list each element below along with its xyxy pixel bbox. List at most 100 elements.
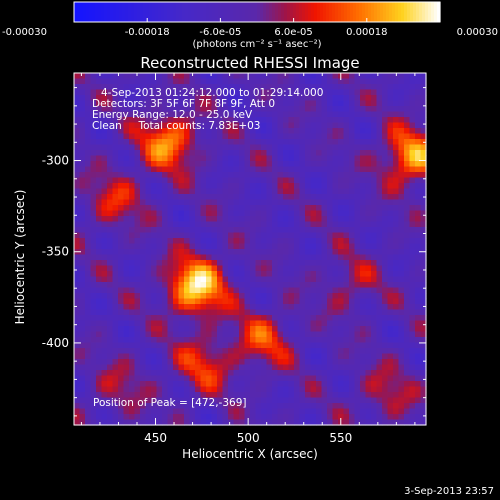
heatmap-cell <box>332 337 339 344</box>
heatmap-cell <box>398 320 405 327</box>
heatmap-cell <box>195 100 202 107</box>
heatmap-cell <box>255 205 262 212</box>
heatmap-cell <box>316 337 323 344</box>
heatmap-cell <box>387 78 394 85</box>
heatmap-cell <box>129 111 136 118</box>
heatmap-cell <box>404 216 411 223</box>
heatmap-cell <box>360 216 367 223</box>
heatmap-cell <box>206 232 213 239</box>
heatmap-cell <box>393 84 400 91</box>
heatmap-cell <box>145 100 152 107</box>
heatmap-cell <box>228 216 235 223</box>
heatmap-cell <box>140 397 147 404</box>
heatmap-cell <box>156 326 163 333</box>
heatmap-cell <box>222 326 229 333</box>
heatmap-cell <box>101 337 108 344</box>
heatmap-cell <box>184 84 191 91</box>
heatmap-cell <box>222 359 229 366</box>
heatmap-cell <box>277 309 284 316</box>
heatmap-cell <box>393 276 400 283</box>
heatmap-cell <box>393 73 400 80</box>
heatmap-cell <box>239 386 246 393</box>
heatmap-cell <box>321 408 328 415</box>
heatmap-cell <box>134 386 141 393</box>
heatmap-cell <box>112 172 119 179</box>
heatmap-cell <box>415 243 422 250</box>
heatmap-cell <box>211 166 218 173</box>
heatmap-cell <box>299 78 306 85</box>
heatmap-cell <box>288 73 295 80</box>
heatmap-cell <box>173 133 180 140</box>
heatmap-cell <box>217 183 224 190</box>
heatmap-cell <box>387 282 394 289</box>
heatmap-cell <box>250 304 257 311</box>
heatmap-cell <box>261 238 268 245</box>
heatmap-cell <box>376 216 383 223</box>
heatmap-cell <box>162 403 169 410</box>
heatmap-cell <box>420 221 427 228</box>
heatmap-cell <box>244 320 251 327</box>
heatmap-cell <box>96 331 103 338</box>
heatmap-cell <box>250 370 257 377</box>
heatmap-cell <box>420 254 427 261</box>
heatmap-cell <box>162 238 169 245</box>
heatmap-cell <box>118 287 125 294</box>
heatmap-cell <box>261 364 268 371</box>
heatmap-cell <box>145 304 152 311</box>
heatmap-cell <box>200 342 207 349</box>
heatmap-cell <box>343 155 350 162</box>
heatmap-cell <box>294 359 301 366</box>
colorbar-cell <box>251 2 255 22</box>
heatmap-cell <box>277 227 284 234</box>
heatmap-cell <box>387 139 394 146</box>
heatmap-cell <box>96 111 103 118</box>
heatmap-cell <box>118 155 125 162</box>
heatmap-cell <box>250 249 257 256</box>
heatmap-cell <box>90 408 97 415</box>
heatmap-cell <box>200 243 207 250</box>
heatmap-cell <box>327 205 334 212</box>
heatmap-cell <box>321 139 328 146</box>
heatmap-cell <box>420 403 427 410</box>
heatmap-cell <box>134 194 141 201</box>
heatmap-cell <box>343 337 350 344</box>
heatmap-cell <box>79 287 86 294</box>
heatmap-cell <box>398 282 405 289</box>
heatmap-cell <box>343 309 350 316</box>
heatmap-cell <box>85 254 92 261</box>
heatmap-cell <box>151 177 158 184</box>
heatmap-cell <box>123 381 130 388</box>
heatmap-cell <box>217 128 224 135</box>
colorbar-cell <box>425 2 429 22</box>
heatmap-cell <box>173 243 180 250</box>
heatmap-cell <box>255 150 262 157</box>
heatmap-cell <box>409 271 416 278</box>
heatmap-cell <box>162 194 169 201</box>
heatmap-cell <box>338 326 345 333</box>
heatmap-cell <box>200 392 207 399</box>
heatmap-cell <box>398 227 405 234</box>
heatmap-cell <box>145 287 152 294</box>
heatmap-cell <box>360 95 367 102</box>
heatmap-cell <box>305 359 312 366</box>
heatmap-cell <box>415 161 422 168</box>
colorbar-cell <box>404 2 408 22</box>
heatmap-cell <box>200 386 207 393</box>
heatmap-cell <box>288 260 295 267</box>
heatmap-cell <box>371 331 378 338</box>
heatmap-cell <box>112 199 119 206</box>
heatmap-cell <box>382 194 389 201</box>
heatmap-cell <box>365 315 372 322</box>
heatmap-cell <box>200 287 207 294</box>
heatmap-cell <box>123 89 130 96</box>
heatmap-cell <box>167 392 174 399</box>
heatmap-cell <box>228 260 235 267</box>
heatmap-cell <box>261 370 268 377</box>
heatmap-cell <box>250 139 257 146</box>
heatmap-cell <box>415 210 422 217</box>
heatmap-cell <box>228 315 235 322</box>
heatmap-cell <box>79 331 86 338</box>
heatmap-cell <box>96 128 103 135</box>
heatmap-cell <box>409 221 416 228</box>
colorbar-gradient <box>74 2 441 22</box>
